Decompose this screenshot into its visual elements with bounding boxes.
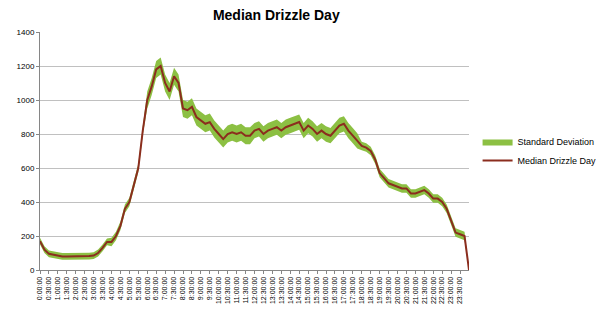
svg-text:9:00:00: 9:00:00 bbox=[197, 277, 204, 300]
svg-text:23:00:00: 23:00:00 bbox=[447, 277, 454, 304]
svg-text:5:30:00: 5:30:00 bbox=[135, 277, 142, 300]
svg-text:3:00:00: 3:00:00 bbox=[90, 277, 97, 300]
svg-text:200: 200 bbox=[21, 232, 35, 241]
svg-text:20:30:00: 20:30:00 bbox=[403, 277, 410, 304]
svg-text:12:00:00: 12:00:00 bbox=[251, 277, 258, 304]
svg-text:10:00:00: 10:00:00 bbox=[215, 277, 222, 304]
svg-text:4:30:00: 4:30:00 bbox=[117, 277, 124, 300]
svg-text:1200: 1200 bbox=[17, 62, 35, 71]
svg-text:Standard Deviation: Standard Deviation bbox=[518, 137, 595, 147]
svg-text:16:30:00: 16:30:00 bbox=[331, 277, 338, 304]
svg-text:22:00:00: 22:00:00 bbox=[430, 277, 437, 304]
svg-text:0:00:00: 0:00:00 bbox=[36, 277, 43, 300]
svg-text:11:30:00: 11:30:00 bbox=[242, 277, 249, 304]
svg-text:400: 400 bbox=[21, 198, 35, 207]
svg-text:1:00:00: 1:00:00 bbox=[54, 277, 61, 300]
svg-text:19:30:00: 19:30:00 bbox=[385, 277, 392, 304]
svg-text:13:30:00: 13:30:00 bbox=[278, 277, 285, 304]
svg-text:10:30:00: 10:30:00 bbox=[224, 277, 231, 304]
svg-text:6:30:00: 6:30:00 bbox=[152, 277, 159, 300]
svg-text:16:00:00: 16:00:00 bbox=[322, 277, 329, 304]
svg-text:4:00:00: 4:00:00 bbox=[108, 277, 115, 300]
svg-text:6:00:00: 6:00:00 bbox=[144, 277, 151, 300]
svg-text:8:30:00: 8:30:00 bbox=[188, 277, 195, 300]
svg-text:23:30:00: 23:30:00 bbox=[456, 277, 463, 304]
svg-text:22:30:00: 22:30:00 bbox=[438, 277, 445, 304]
svg-text:1:30:00: 1:30:00 bbox=[63, 277, 70, 300]
svg-text:0:30:00: 0:30:00 bbox=[45, 277, 52, 300]
svg-text:600: 600 bbox=[21, 164, 35, 173]
svg-text:1000: 1000 bbox=[17, 96, 35, 105]
svg-text:8:00:00: 8:00:00 bbox=[179, 277, 186, 300]
svg-text:13:00:00: 13:00:00 bbox=[269, 277, 276, 304]
svg-text:2:00:00: 2:00:00 bbox=[72, 277, 79, 300]
svg-text:15:30:00: 15:30:00 bbox=[313, 277, 320, 304]
svg-text:17:30:00: 17:30:00 bbox=[349, 277, 356, 304]
svg-text:21:30:00: 21:30:00 bbox=[421, 277, 428, 304]
svg-text:2:30:00: 2:30:00 bbox=[81, 277, 88, 300]
svg-text:7:00:00: 7:00:00 bbox=[161, 277, 168, 300]
svg-text:1400: 1400 bbox=[17, 28, 35, 37]
svg-text:14:30:00: 14:30:00 bbox=[295, 277, 302, 304]
svg-text:800: 800 bbox=[21, 130, 35, 139]
svg-text:19:00:00: 19:00:00 bbox=[376, 277, 383, 304]
svg-text:18:30:00: 18:30:00 bbox=[367, 277, 374, 304]
svg-text:7:30:00: 7:30:00 bbox=[170, 277, 177, 300]
svg-text:5:00:00: 5:00:00 bbox=[126, 277, 133, 300]
svg-text:9:30:00: 9:30:00 bbox=[206, 277, 213, 300]
svg-text:11:00:00: 11:00:00 bbox=[233, 277, 240, 304]
svg-text:20:00:00: 20:00:00 bbox=[394, 277, 401, 304]
svg-text:17:00:00: 17:00:00 bbox=[340, 277, 347, 304]
svg-text:0: 0 bbox=[30, 266, 35, 275]
svg-text:14:00:00: 14:00:00 bbox=[287, 277, 294, 304]
svg-text:12:30:00: 12:30:00 bbox=[260, 277, 267, 304]
svg-text:Median Drizzle Day: Median Drizzle Day bbox=[518, 156, 597, 166]
svg-text:3:30:00: 3:30:00 bbox=[99, 277, 106, 300]
svg-text:Median Drizzle Day: Median Drizzle Day bbox=[213, 7, 340, 23]
svg-text:18:00:00: 18:00:00 bbox=[358, 277, 365, 304]
svg-text:15:00:00: 15:00:00 bbox=[304, 277, 311, 304]
svg-text:21:00:00: 21:00:00 bbox=[412, 277, 419, 304]
